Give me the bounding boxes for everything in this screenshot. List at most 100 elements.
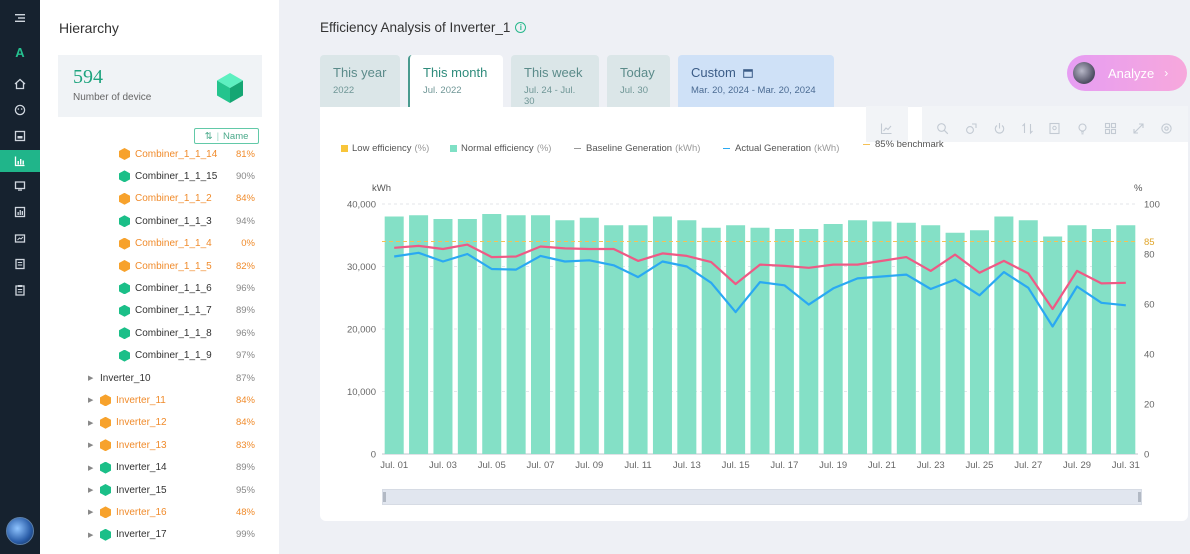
bar[interactable] (848, 220, 868, 454)
bar[interactable] (1018, 220, 1038, 454)
bar[interactable] (750, 227, 770, 454)
bar[interactable] (579, 217, 599, 454)
bar[interactable] (1067, 225, 1087, 454)
bar[interactable] (994, 216, 1014, 455)
legend-unit: (%) (536, 143, 552, 154)
bar[interactable] (921, 225, 941, 454)
clipboard-icon[interactable] (0, 279, 40, 301)
tree-node-combiner[interactable]: Combiner_1_1_14 81% (119, 146, 279, 162)
report-icon[interactable] (0, 125, 40, 147)
tree-node-inverter[interactable]: ▶ Inverter_11 84% (88, 392, 279, 408)
caret-right-icon[interactable]: ▶ (88, 397, 94, 405)
analysis-icon[interactable] (0, 150, 40, 172)
bar[interactable] (1091, 229, 1111, 454)
caret-right-icon[interactable]: ▶ (88, 442, 94, 450)
tab-this-year[interactable]: This year 2022 (320, 55, 400, 107)
y-tick-label-right: 0 (1144, 450, 1149, 461)
tree-node-inverter[interactable]: ▶ Inverter_17 99% (88, 527, 279, 543)
tree-node-combiner[interactable]: Combiner_1_1_4 0% (119, 236, 279, 252)
caret-right-icon[interactable]: ▶ (88, 464, 94, 472)
caret-right-icon[interactable]: ▶ (88, 487, 94, 494)
legend-item-benchmark[interactable]: 85% benchmark (863, 139, 944, 150)
tree-node-inverter[interactable]: ▶ Inverter_16 48% (88, 504, 279, 520)
bar[interactable] (726, 225, 746, 454)
dashboard-icon[interactable] (0, 99, 40, 121)
analyze-button[interactable]: Analyze › (1067, 55, 1187, 91)
legend-item-baseline-generation[interactable]: Baseline Generation (kWh) (574, 143, 700, 154)
bar[interactable] (823, 224, 843, 454)
legend-item-actual-generation[interactable]: Actual Generation (kWh) (723, 143, 839, 154)
sort-by-name-button[interactable]: ⇅ | Name (194, 128, 259, 144)
expand-icon[interactable] (1131, 121, 1145, 135)
data-zoom-slider[interactable] (382, 489, 1142, 505)
grid-icon[interactable] (1103, 121, 1117, 135)
tree-node-inverter[interactable]: ▶ Inverter_12 84% (88, 415, 279, 431)
tree-node-inverter[interactable]: ▶ Inverter_13 83% (88, 437, 279, 453)
monitor-icon[interactable] (0, 175, 40, 197)
screen-icon[interactable] (0, 228, 40, 250)
settings-icon[interactable] (1159, 121, 1173, 135)
tree-node-inverter[interactable]: ▶ Inverter_15 95% (88, 482, 279, 498)
caret-right-icon[interactable]: ▶ (88, 419, 94, 427)
tab-this-month[interactable]: This month Jul. 2022 (408, 55, 503, 107)
tree-node-inverter[interactable]: ▶ Inverter_14 89% (88, 460, 279, 476)
data-view-icon[interactable] (1047, 121, 1061, 135)
tab-custom[interactable]: Custom Mar. 20, 2024 - Mar. 20, 2024 (678, 55, 834, 107)
legend-item-normal-efficiency[interactable]: Normal efficiency (%) (450, 143, 551, 154)
legend-item-low-efficiency[interactable]: Low efficiency (%) (341, 143, 429, 154)
sort-bars-icon[interactable] (1020, 121, 1034, 135)
slider-handle-right[interactable] (1138, 492, 1141, 502)
tree-node-efficiency: 87% (235, 372, 255, 384)
bar[interactable] (1116, 225, 1136, 454)
bar[interactable] (945, 232, 965, 454)
user-avatar[interactable] (6, 517, 34, 545)
line-chart-icon[interactable] (879, 121, 893, 135)
tree-node-combiner[interactable]: Combiner_1_1_7 89% (119, 303, 279, 319)
power-icon[interactable] (992, 121, 1006, 135)
bar[interactable] (506, 215, 526, 454)
tree-node-combiner[interactable]: Combiner_1_1_8 96% (119, 325, 279, 341)
menu-collapse-icon[interactable] (0, 7, 40, 29)
bar[interactable] (628, 225, 648, 454)
bar[interactable] (701, 227, 721, 454)
bar[interactable] (555, 220, 575, 454)
tree-node-combiner[interactable]: Combiner_1_1_2 84% (119, 191, 279, 207)
bar[interactable] (531, 215, 551, 454)
tree-node-combiner[interactable]: Combiner_1_1_9 97% (119, 348, 279, 364)
slider-handle-left[interactable] (383, 492, 386, 502)
bar[interactable] (482, 214, 502, 454)
bar[interactable] (652, 216, 672, 455)
bar[interactable] (1043, 236, 1063, 455)
x-tick-label: Jul. 05 (478, 460, 506, 471)
caret-right-icon[interactable]: ▶ (88, 375, 94, 382)
tab-this-week[interactable]: This week Jul. 24 - Jul. 30 (511, 55, 599, 107)
y-axis-title-right: % (1134, 183, 1143, 194)
tab-label: Today (620, 65, 655, 80)
info-icon[interactable]: i (515, 22, 527, 33)
tree-node-combiner[interactable]: Combiner_1_1_5 82% (119, 258, 279, 274)
zoom-icon[interactable] (935, 121, 949, 135)
bar[interactable] (799, 229, 819, 454)
bar[interactable] (677, 220, 697, 454)
tree-node-inverter[interactable]: ▶ Inverter_10 87% (88, 370, 279, 386)
bulb-icon[interactable] (1075, 121, 1089, 135)
tree-node-combiner[interactable]: Combiner_1_1_15 90% (119, 168, 279, 184)
tab-today[interactable]: Today Jul. 30 (607, 55, 670, 107)
bar[interactable] (969, 230, 989, 454)
caret-right-icon[interactable]: ▶ (88, 509, 94, 517)
bar[interactable] (457, 219, 477, 454)
statistics-icon[interactable] (0, 201, 40, 223)
tree-node-combiner[interactable]: Combiner_1_1_6 96% (119, 280, 279, 296)
bar[interactable] (409, 215, 429, 454)
bar[interactable] (433, 219, 453, 454)
bar[interactable] (774, 229, 794, 454)
bar[interactable] (872, 221, 892, 455)
bar[interactable] (896, 222, 916, 454)
zoom-reset-icon[interactable] (964, 121, 978, 135)
bar[interactable] (384, 216, 404, 455)
document-icon[interactable] (0, 253, 40, 275)
caret-right-icon[interactable]: ▶ (88, 531, 94, 539)
home-icon[interactable] (0, 73, 40, 95)
bar[interactable] (604, 225, 624, 454)
tree-node-combiner[interactable]: Combiner_1_1_3 94% (119, 213, 279, 229)
